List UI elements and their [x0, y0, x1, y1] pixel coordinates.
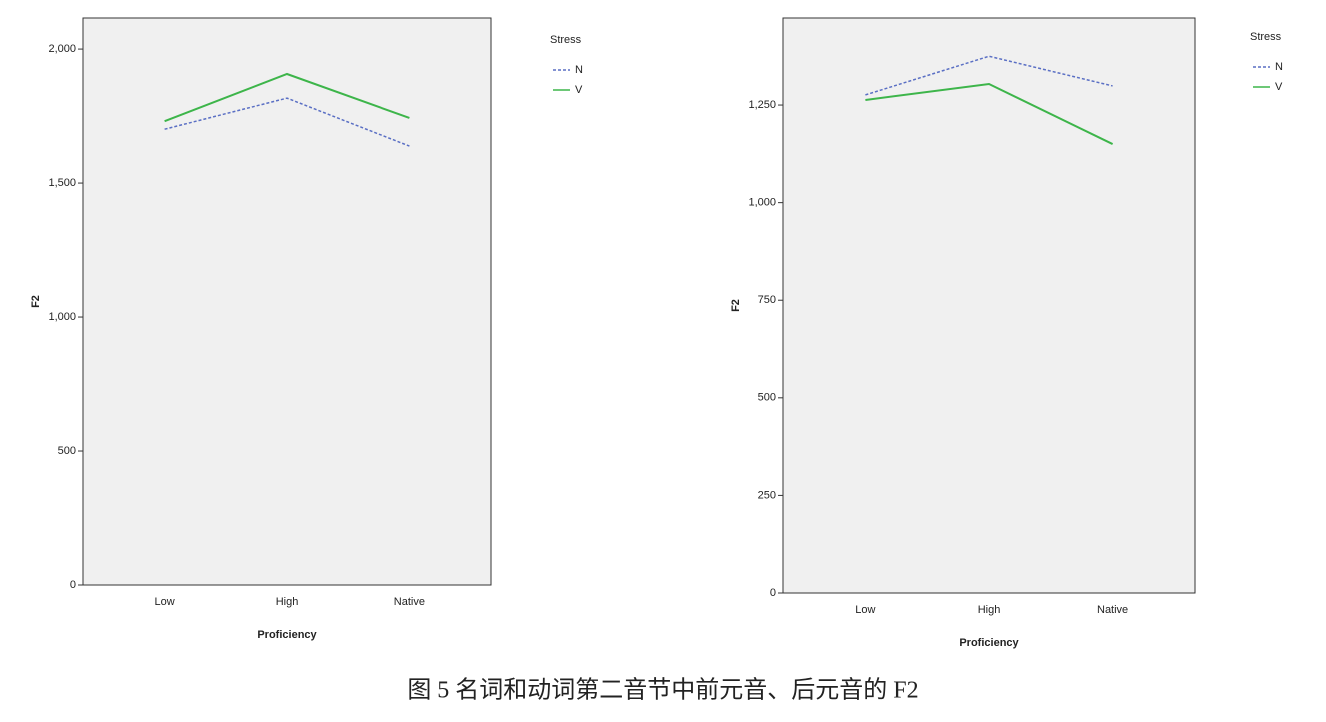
legend-label: V [575, 84, 583, 96]
x-tick-label: Native [1097, 604, 1128, 616]
x-tick-label: Low [855, 604, 875, 616]
plot-area [782, 17, 1196, 594]
y-tick-label: 1,250 [748, 99, 776, 111]
plot-area [82, 17, 492, 586]
y-axis-label: F2 [730, 299, 742, 312]
series-line [164, 97, 410, 147]
x-axis-label: Proficiency [257, 629, 317, 641]
series-line [865, 82, 1114, 145]
y-tick-label: 500 [758, 392, 776, 404]
y-tick-label: 250 [758, 489, 776, 501]
legend-title: Stress [550, 34, 582, 46]
legend-label: V [1275, 81, 1283, 93]
legend-label: N [1275, 61, 1283, 73]
y-tick-label: 0 [770, 587, 776, 599]
y-tick-label: 1,500 [48, 177, 76, 189]
x-tick-label: High [978, 604, 1001, 616]
caption: 图 5 名词和动词第二音节中前元音、后元音的 F2 [407, 677, 918, 704]
x-tick-label: Low [155, 596, 175, 608]
legend-label: N [575, 64, 583, 76]
y-tick-label: 500 [58, 445, 76, 457]
series-line [164, 72, 410, 123]
legend-title: Stress [1250, 31, 1282, 43]
y-tick-label: 750 [758, 294, 776, 306]
y-tick-label: 1,000 [748, 197, 776, 209]
x-tick-label: Native [394, 596, 425, 608]
x-axis-label: Proficiency [959, 637, 1019, 649]
y-tick-label: 1,000 [48, 311, 76, 323]
y-axis-label: F2 [30, 295, 42, 308]
x-tick-label: High [276, 596, 299, 608]
y-tick-label: 2,000 [48, 43, 76, 55]
y-tick-label: 0 [70, 579, 76, 591]
